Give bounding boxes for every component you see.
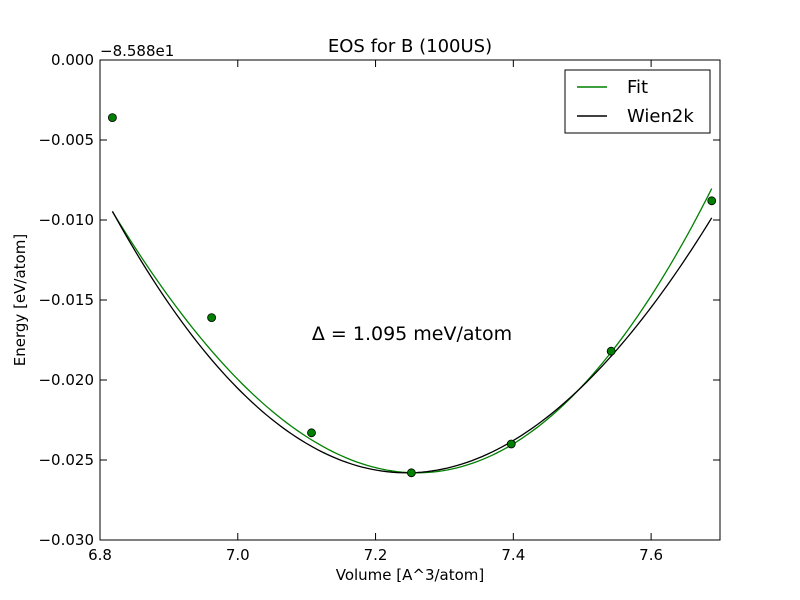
legend-label-wien2k: Wien2k <box>627 106 694 127</box>
plot-area: 6.8 7.0 7.2 7.4 7.6 0.000 −0.005 −0.010 −0.015 −0… <box>38 51 721 564</box>
legend-label-fit: Fit <box>627 77 648 98</box>
y-tick-label: 0.000 <box>51 51 94 69</box>
data-point <box>108 113 117 122</box>
data-point <box>406 468 416 478</box>
y-offset-label: −8.588e1 <box>100 42 174 60</box>
chart-title: EOS for B (100US) <box>328 36 492 57</box>
y-tick-label: −0.010 <box>38 211 94 229</box>
y-tick-label: −0.025 <box>38 451 94 469</box>
x-tick-label: 7.2 <box>364 546 388 564</box>
legend: Fit Wien2k <box>564 69 711 134</box>
data-point <box>606 346 616 356</box>
x-tick-label: 6.8 <box>88 546 112 564</box>
data-point <box>506 439 516 449</box>
y-tick-label: −0.015 <box>38 291 94 309</box>
x-axis-label: Volume [A^3/atom] <box>336 566 485 584</box>
delta-annotation: Δ = 1.095 meV/atom <box>312 323 512 345</box>
data-point <box>207 313 217 323</box>
y-tick-label: −0.020 <box>38 371 94 389</box>
legend-box <box>564 69 711 134</box>
y-tick-label: −0.005 <box>38 131 94 149</box>
x-tick-label: 7.6 <box>639 546 663 564</box>
x-tick-label: 7.0 <box>226 546 250 564</box>
y-axis-label: Energy [eV/atom] <box>11 234 29 366</box>
data-point <box>307 428 316 438</box>
data-point <box>707 196 717 206</box>
y-tick-label: −0.030 <box>38 531 94 549</box>
x-tick-label: 7.4 <box>501 546 525 564</box>
